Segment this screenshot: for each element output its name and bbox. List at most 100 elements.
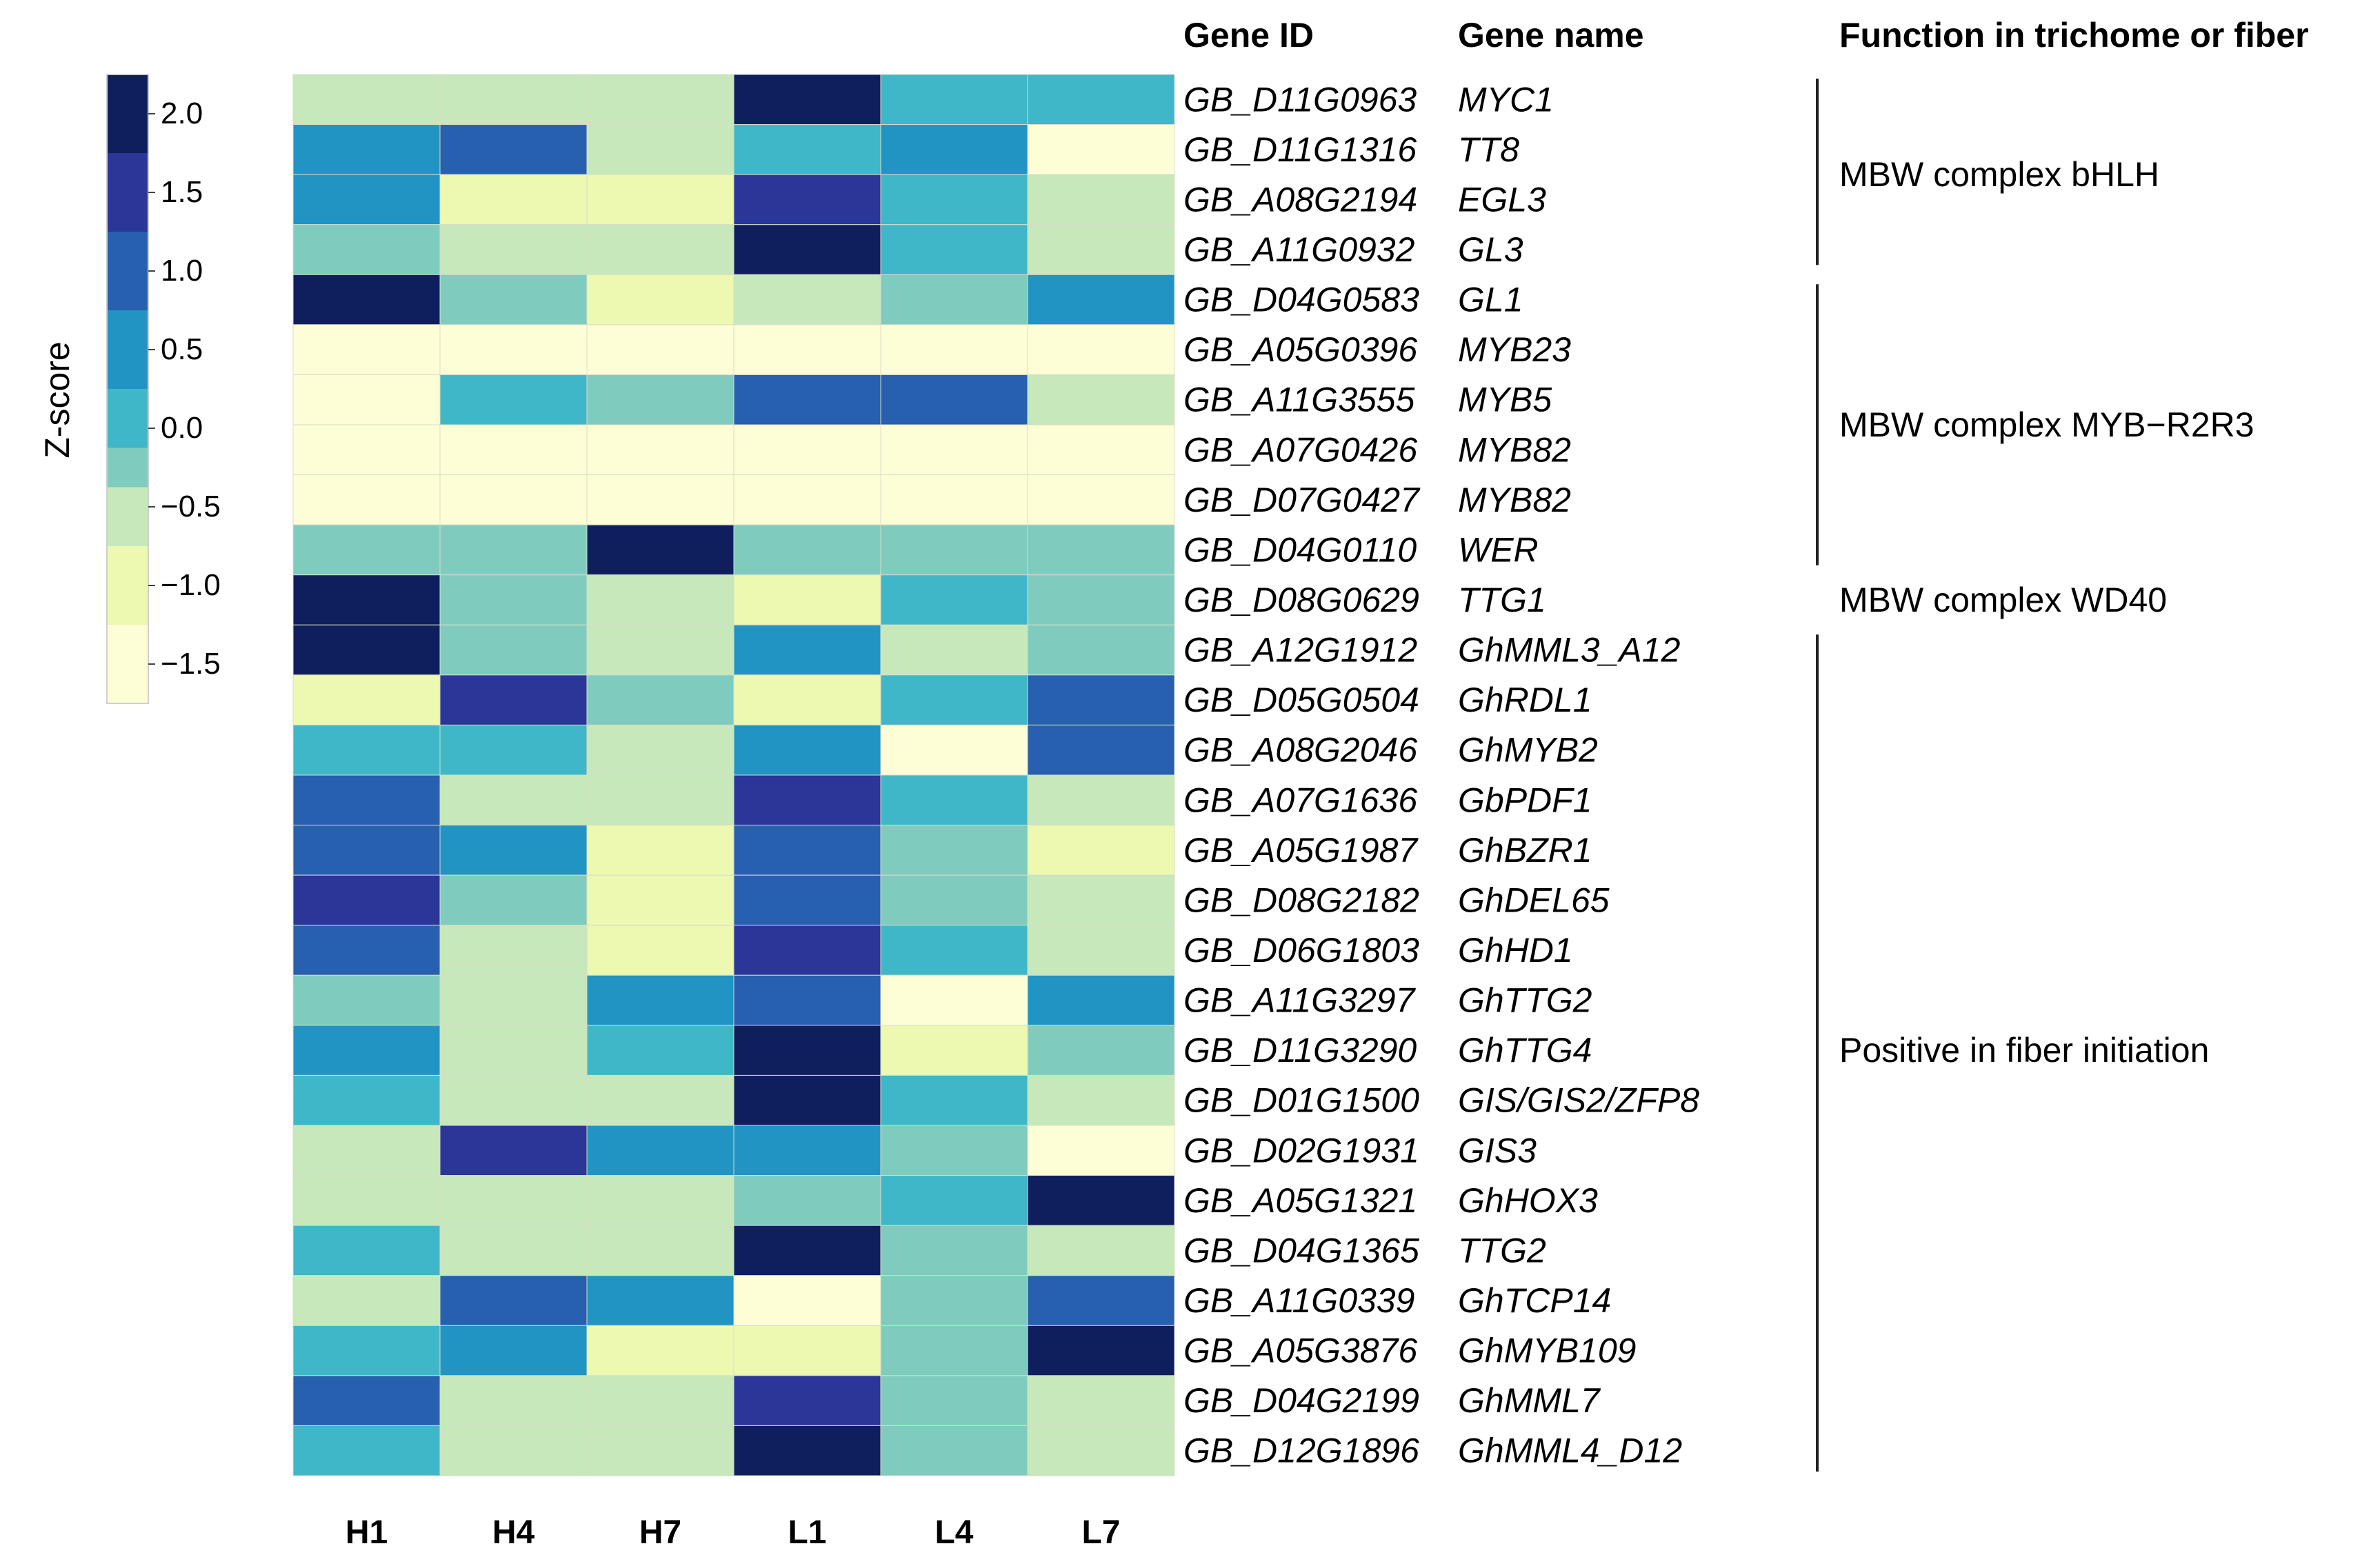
heatmap-cell — [1027, 724, 1175, 776]
heatmap-cell — [439, 274, 588, 325]
legend-tick-label: 1.0 — [161, 254, 203, 288]
heatmap-cell — [292, 1375, 441, 1426]
heatmap-cell — [439, 324, 588, 375]
heatmap-cell — [292, 1175, 441, 1226]
gene-id-label: GB_D01G1500 — [1183, 1081, 1419, 1120]
group-label: MBW complex WD40 — [1839, 581, 2167, 619]
function-header: Function in trichome or fiber — [1839, 16, 2309, 54]
gene-name-label: GIS3 — [1458, 1131, 1537, 1170]
heatmap-cell — [439, 624, 588, 676]
heatmap-cell — [1027, 174, 1175, 225]
gene-id-label: GB_D11G1316 — [1183, 130, 1417, 169]
heatmap-cell — [439, 1074, 588, 1126]
heatmap-cell — [733, 1225, 881, 1276]
gene-name-label: GhBZR1 — [1458, 831, 1592, 870]
gene-id-label: GB_D05G0504 — [1183, 681, 1419, 719]
legend-swatch — [107, 74, 148, 153]
heatmap-cell — [586, 1425, 734, 1476]
gene-name-label: GhHOX3 — [1458, 1181, 1598, 1220]
heatmap-cell — [292, 1125, 441, 1176]
heatmap-cell — [292, 1275, 441, 1326]
heatmap-cell — [880, 74, 1028, 126]
legend-tick-label: −0.5 — [161, 490, 221, 523]
heatmap-cell — [586, 224, 734, 275]
heatmap-cell — [586, 624, 734, 676]
heatmap-cell — [439, 174, 588, 225]
heatmap-cell — [880, 1125, 1028, 1176]
heatmap-cell — [880, 724, 1028, 776]
heatmap-cell — [439, 374, 588, 425]
gene-name-label: WER — [1458, 530, 1539, 569]
heatmap-cell — [586, 74, 734, 126]
heatmap-cell — [733, 224, 881, 275]
gene-name-label: GhMYB2 — [1458, 731, 1598, 770]
heatmap-cell — [439, 474, 588, 525]
heatmap-cell — [439, 124, 588, 175]
heatmap-cell — [733, 574, 881, 625]
legend-tick-label: −1.0 — [161, 568, 221, 602]
gene-name-label: GIS/GIS2/ZFP8 — [1458, 1081, 1699, 1120]
heatmap-cell — [439, 1325, 588, 1376]
zscore-legend: 2.0 1.5 1.0 0.5 0.0 −0.5 −1.0 −1.5 — [106, 74, 221, 704]
gene-id-label: GB_A11G3555 — [1183, 381, 1415, 419]
heatmap-cell — [292, 974, 441, 1026]
gene-name-label: EGL3 — [1458, 180, 1546, 219]
heatmap-cell — [1027, 124, 1175, 175]
heatmap-cell — [586, 974, 734, 1026]
gene-id-label: GB_A12G1912 — [1183, 631, 1417, 670]
heatmap-cell — [880, 825, 1028, 876]
legend-tick-label: −1.5 — [161, 647, 221, 681]
heatmap-cell — [880, 174, 1028, 225]
heatmap-cell — [1027, 1025, 1175, 1076]
heatmap-cell — [880, 524, 1028, 576]
heatmap-cell — [439, 574, 588, 625]
heatmap-cell — [292, 1074, 441, 1126]
heatmap-cell — [439, 974, 588, 1026]
group-label: MBW complex MYB−R2R3 — [1839, 405, 2254, 444]
gene-name-label: GL1 — [1458, 281, 1523, 319]
gene-id-label: GB_D04G2199 — [1183, 1381, 1419, 1420]
heatmap-cell — [439, 74, 588, 126]
gene-id-label: GB_A05G3876 — [1183, 1332, 1417, 1370]
heatmap-cell — [586, 925, 734, 976]
heatmap-cell — [439, 925, 588, 976]
gene-id-label: GB_D12G1896 — [1183, 1432, 1419, 1470]
heatmap-cell — [586, 1025, 734, 1076]
heatmap-cell — [1027, 1175, 1175, 1226]
heatmap-cell — [292, 474, 441, 525]
heatmap-cell — [439, 1125, 588, 1176]
heatmap-cell — [1027, 1275, 1175, 1326]
heatmap-cell — [733, 774, 881, 826]
heatmap-cell — [880, 1074, 1028, 1126]
heatmap-cell — [733, 674, 881, 725]
gene-name-label: GhMYB109 — [1458, 1332, 1636, 1370]
gene-name-label: TT8 — [1458, 130, 1519, 169]
heatmap-cell — [733, 1025, 881, 1076]
gene-name-label: GhRDL1 — [1458, 681, 1592, 719]
column-labels: H1 H4 H7 L1 L4 L7 — [346, 1514, 1121, 1551]
gene-name-label: GhMML3_A12 — [1458, 631, 1681, 670]
heatmap-cell — [1027, 374, 1175, 425]
heatmap-cell — [733, 874, 881, 926]
heatmap-cell — [439, 1425, 588, 1476]
gene-id-label: GB_D11G0963 — [1183, 80, 1417, 119]
heatmap-cell — [586, 774, 734, 826]
gene-name-label: GhMML7 — [1458, 1381, 1601, 1420]
heatmap-cell — [880, 874, 1028, 926]
gene-id-label: GB_D02G1931 — [1183, 1131, 1419, 1170]
heatmap-cell — [292, 224, 441, 275]
gene-id-label: GB_A11G3297 — [1183, 981, 1417, 1020]
gene-name-label: MYC1 — [1458, 80, 1554, 119]
heatmap-cell — [292, 124, 441, 175]
group-label: MBW complex bHLH — [1839, 155, 2159, 194]
heatmap-cell — [733, 324, 881, 375]
legend-swatch — [107, 232, 148, 310]
legend-tick-label: 0.0 — [161, 411, 203, 445]
gene-name-label: GbPDF1 — [1458, 781, 1592, 819]
heatmap-cell — [439, 1275, 588, 1326]
heatmap-cell — [1027, 674, 1175, 725]
legend-swatch — [107, 448, 148, 488]
gene-name-label: MYB82 — [1458, 430, 1571, 469]
heatmap-cell — [733, 1425, 881, 1476]
heatmap-cell — [292, 274, 441, 325]
